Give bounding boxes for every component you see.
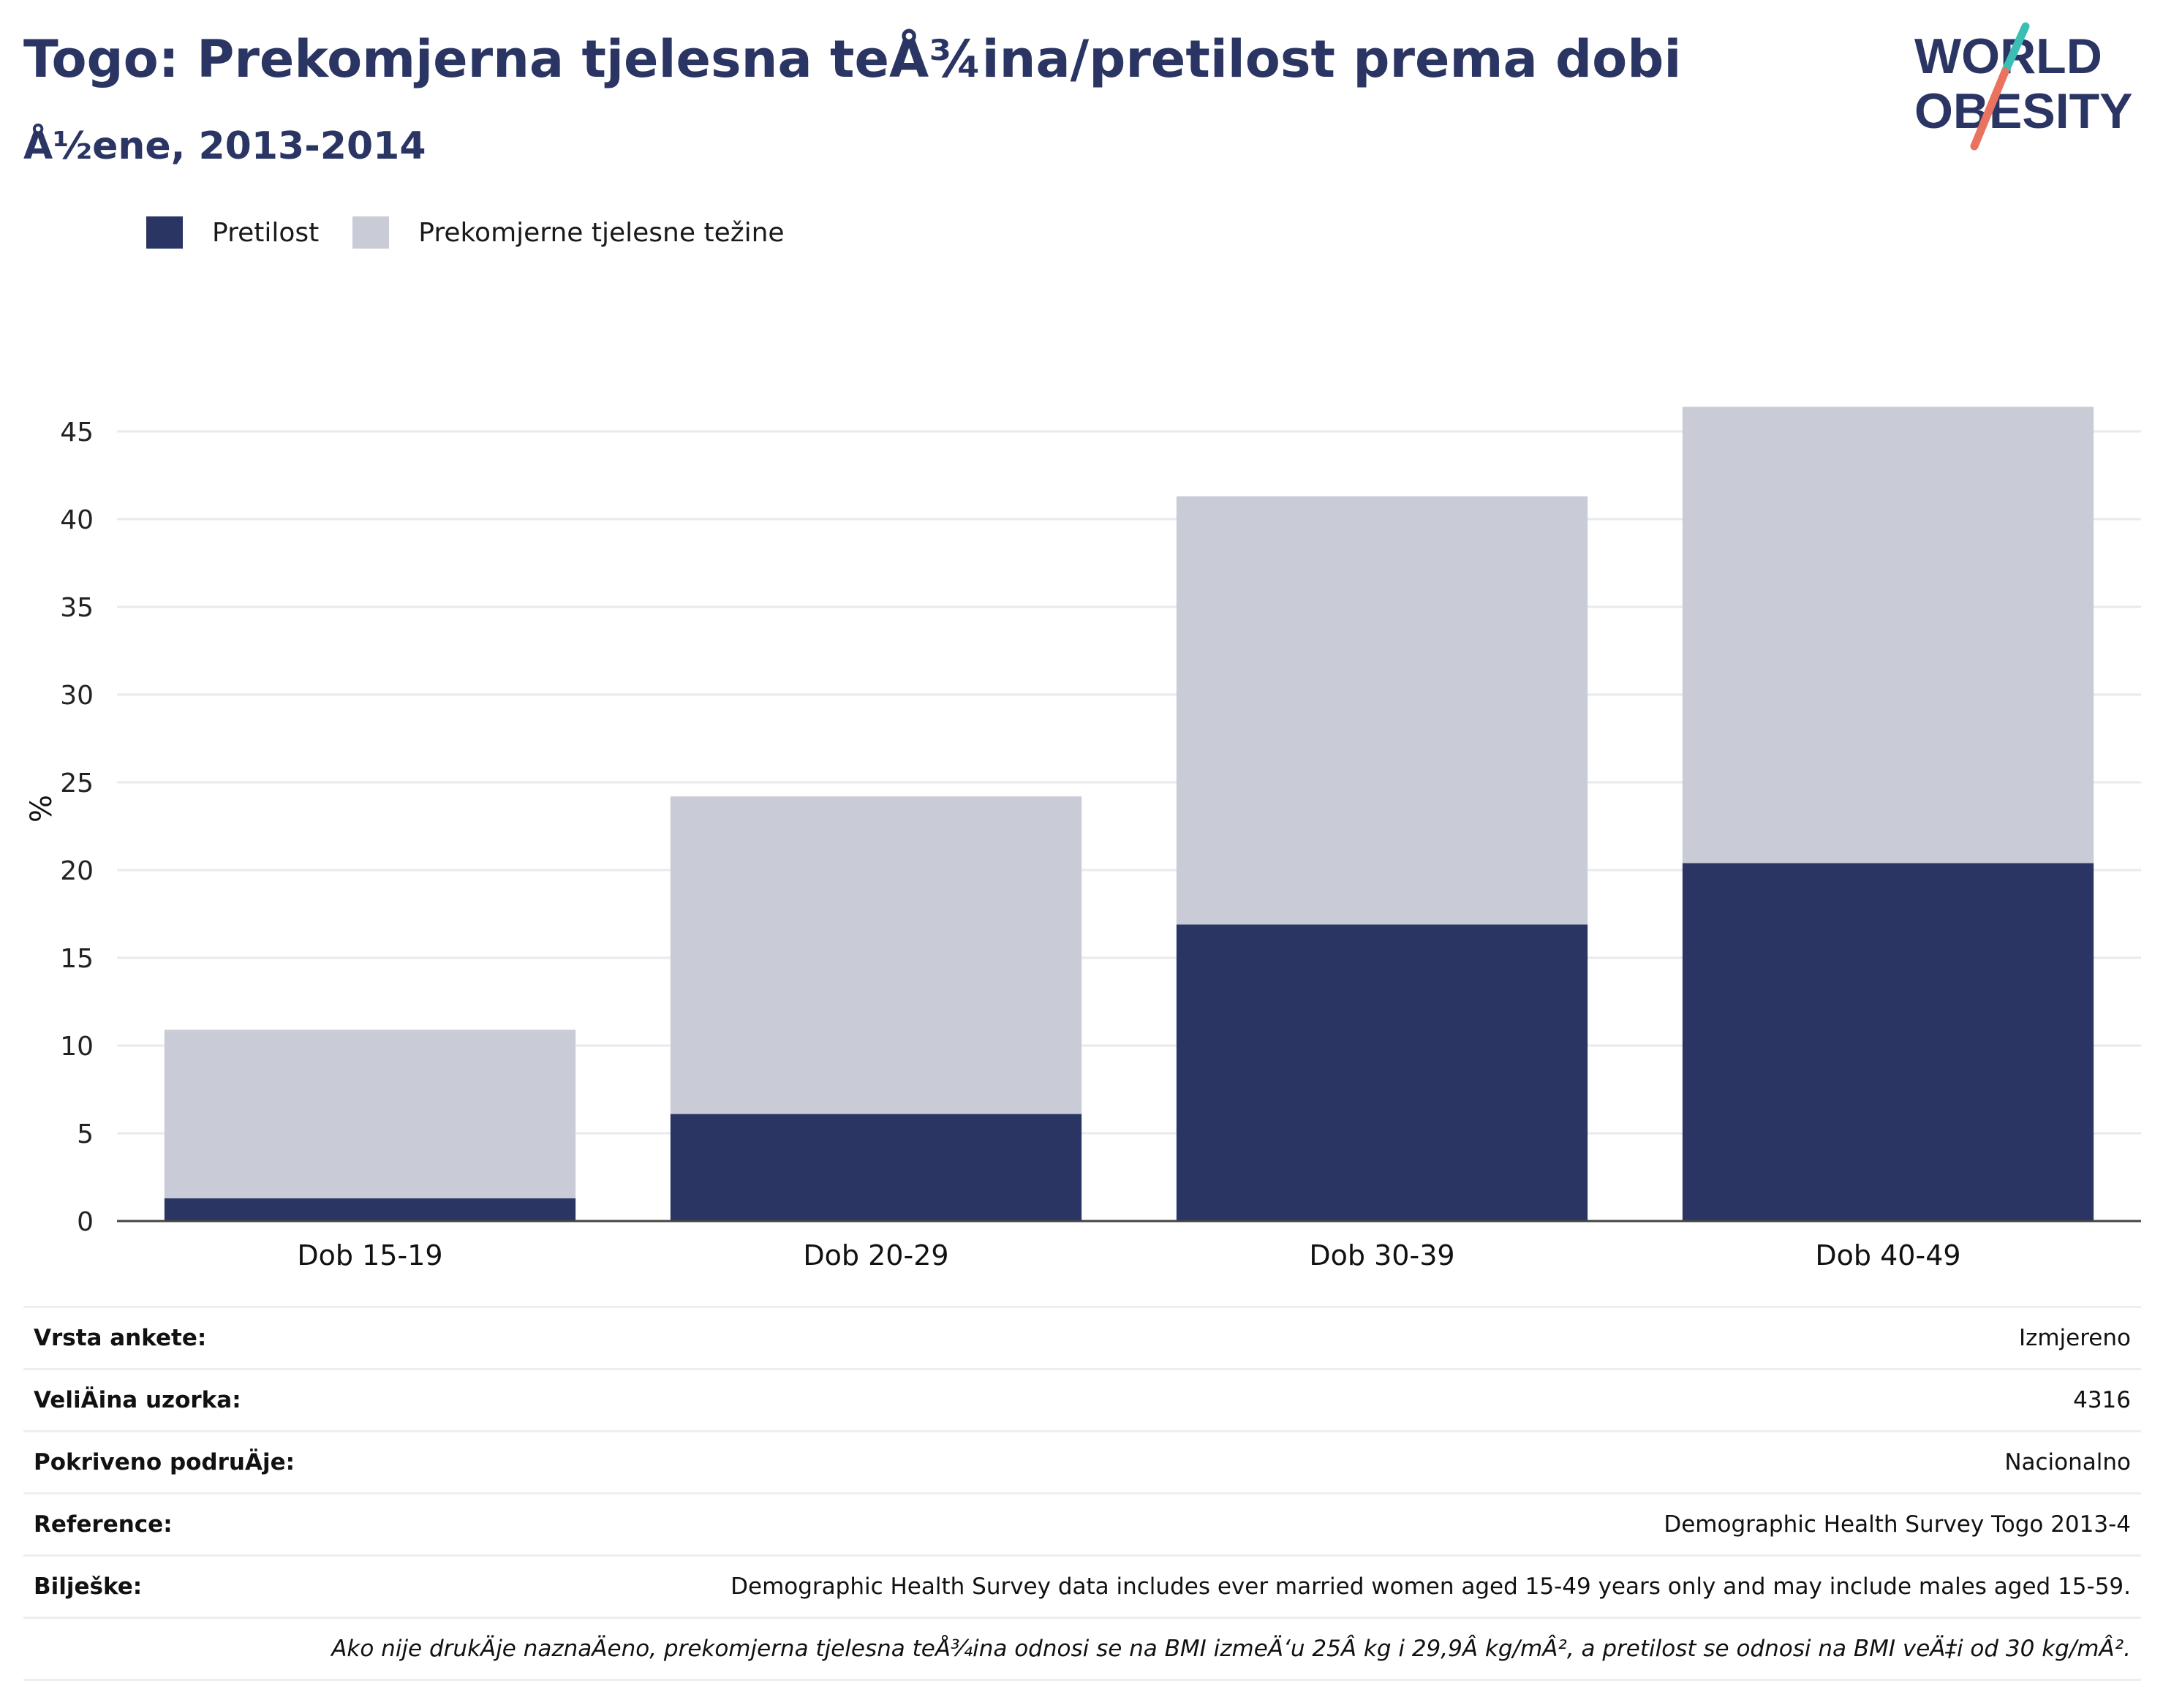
- details-value: Demographic Health Survey Togo 2013-4: [374, 1494, 2141, 1556]
- y-tick-label: 5: [77, 1119, 94, 1149]
- y-tick-label: 15: [60, 944, 94, 974]
- x-tick-label: Dob 20-29: [803, 1239, 948, 1271]
- y-tick-label: 25: [60, 768, 94, 798]
- details-label: Pokriveno podruÄje:: [23, 1432, 374, 1494]
- details-value: Demographic Health Survey data includes …: [374, 1556, 2141, 1618]
- y-tick-label: 20: [60, 856, 94, 886]
- x-tick-label: Dob 30-39: [1309, 1239, 1454, 1271]
- y-tick-label: 45: [60, 417, 94, 447]
- details-label: Reference:: [23, 1494, 374, 1556]
- survey-details-table: Vrsta ankete: Izmjereno VeliÄina uzorka: 4…: [23, 1306, 2141, 1681]
- x-tick-label: Dob 40-49: [1815, 1239, 1960, 1271]
- bar-overweight-4: [1683, 407, 2094, 863]
- details-value: Izmjereno: [374, 1307, 2141, 1369]
- details-label: Vrsta ankete:: [23, 1307, 374, 1369]
- details-label: Bilješke:: [23, 1556, 374, 1618]
- bar-obesity-3: [1177, 924, 1588, 1221]
- details-row: Bilješke: Demographic Health Survey data …: [23, 1556, 2141, 1618]
- details-row: Reference: Demographic Health Survey Togo…: [23, 1494, 2141, 1556]
- details-row: Vrsta ankete: Izmjereno: [23, 1307, 2141, 1369]
- bar-obesity-1: [165, 1198, 575, 1221]
- y-tick-label: 35: [60, 593, 94, 623]
- y-tick-label: 40: [60, 505, 94, 535]
- bar-obesity-4: [1683, 863, 2094, 1221]
- details-label: VeliÄina uzorka:: [23, 1369, 374, 1432]
- details-value: 4316: [374, 1369, 2141, 1432]
- bar-overweight-2: [671, 796, 1082, 1114]
- y-tick-label: 0: [77, 1207, 94, 1237]
- x-tick-label: Dob 15-19: [297, 1239, 442, 1271]
- details-value: Nacionalno: [374, 1432, 2141, 1494]
- y-tick-label: 10: [60, 1032, 94, 1062]
- y-axis-label: %: [25, 795, 58, 823]
- bar-overweight-3: [1177, 496, 1588, 925]
- footnote-row: Ako nije drukÄje naznaÄeno, prekomjern…: [23, 1618, 2141, 1680]
- footnote: Ako nije drukÄje naznaÄeno, prekomjern…: [23, 1618, 2141, 1680]
- details-row: VeliÄina uzorka: 4316: [23, 1369, 2141, 1432]
- stacked-bar-chart: 0 5 10 15 20 25 30 35 40 45% Dob 15-19 Dob 20-29 Dob…: [0, 0, 2163, 1287]
- bar-obesity-2: [671, 1114, 1082, 1221]
- y-tick-label: 30: [60, 681, 94, 711]
- bar-overweight-1: [165, 1029, 575, 1198]
- details-row: Pokriveno podruÄje: Nacionalno: [23, 1432, 2141, 1494]
